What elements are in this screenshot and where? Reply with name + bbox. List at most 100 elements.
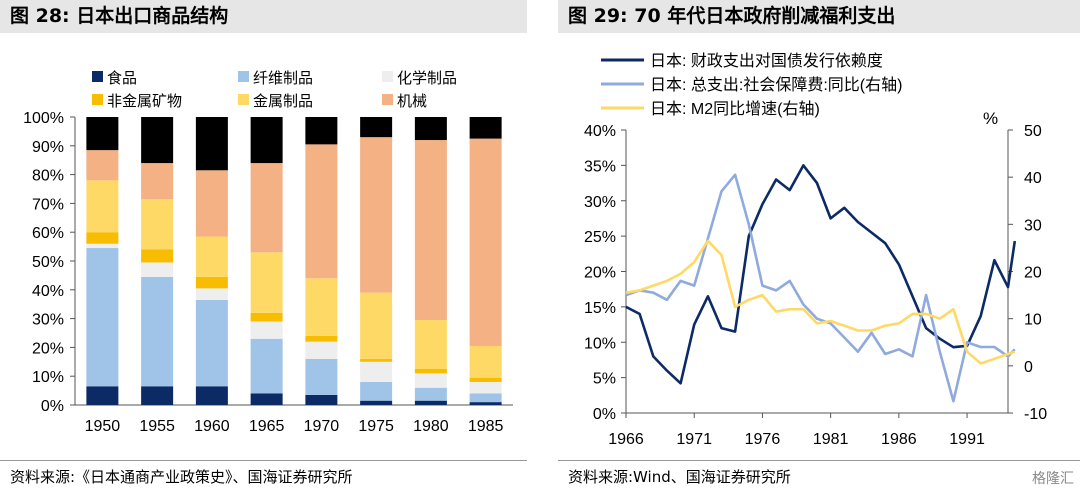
bar-segment	[360, 292, 393, 359]
x-tick-label: 1985	[468, 418, 504, 435]
y-tick-label: 30%	[32, 312, 64, 329]
legend-label: 食品	[107, 70, 137, 87]
bar-segment	[141, 117, 174, 164]
right-source-note: 资料来源:Wind、国海证券研究所	[558, 460, 1080, 493]
left-y-tick-label: 40%	[584, 123, 616, 140]
series-line	[625, 164, 1017, 385]
line-chart: 0% 5% 10% 15% 20% 25% 30% 35% 40% -10 0 10 20 30 40 50%…	[584, 52, 1047, 448]
y-tick-label: 10%	[32, 369, 64, 386]
x-tick-label: 1960	[194, 418, 230, 435]
x-tick-label: 1971	[676, 431, 712, 448]
bar-segment	[305, 278, 338, 336]
bar-segment	[250, 338, 283, 394]
bar-segment	[86, 243, 119, 249]
bar-segment	[86, 386, 119, 405]
right-y-tick-label: 0	[1024, 359, 1033, 376]
bar-segment	[414, 373, 447, 388]
bar-segment	[305, 144, 338, 279]
legend-swatch	[92, 71, 103, 82]
legend-label: 日本: 总支出:社会保障费:同比(右轴)	[650, 76, 902, 94]
right-y-tick-label: 10	[1024, 312, 1042, 329]
bar-segment	[305, 341, 338, 359]
bar-segment	[195, 288, 228, 300]
left-y-tick-label: 20%	[584, 265, 616, 282]
x-tick-label: 1981	[813, 431, 849, 448]
left-y-tick-label: 35%	[584, 158, 616, 175]
bar-segment	[86, 150, 119, 181]
y-tick-label: 0%	[41, 398, 64, 415]
x-tick-label: 1970	[304, 418, 340, 435]
right-y-unit: %	[983, 109, 998, 128]
bar-segment	[195, 170, 228, 237]
bar-segment	[250, 393, 283, 405]
x-tick-label: 1965	[249, 418, 285, 435]
bar-segment	[469, 381, 502, 394]
right-y-tick-label: 20	[1024, 265, 1042, 282]
bar-segment	[86, 180, 119, 233]
bar-segment	[141, 199, 174, 250]
bar-segment	[86, 232, 119, 244]
legend-label: 机械	[397, 93, 427, 110]
bar-segment	[414, 387, 447, 401]
bar-segment	[360, 381, 393, 401]
bar-segment	[469, 393, 502, 403]
bar-segment	[414, 140, 447, 321]
bar-segment	[469, 402, 502, 405]
bar-segment	[305, 358, 338, 395]
bar-segment	[469, 117, 502, 139]
bar-segment	[250, 163, 283, 253]
legend-swatch	[382, 94, 393, 105]
bar-segment	[195, 299, 228, 387]
legend-label: 日本: 财政支出对国债发行依赖度	[650, 52, 883, 70]
y-tick-label: 20%	[32, 340, 64, 357]
bar-segment	[469, 345, 502, 378]
legend-label: 日本: M2同比增速(右轴)	[650, 100, 820, 118]
bar-segment	[195, 386, 228, 405]
bar-segment	[250, 321, 283, 339]
legend-label: 纤维制品	[253, 70, 313, 87]
x-tick-label: 1955	[139, 418, 175, 435]
bar-segment	[414, 369, 447, 374]
bar-segment	[360, 117, 393, 138]
y-tick-label: 100%	[23, 110, 64, 127]
x-tick-label: 1976	[745, 431, 781, 448]
bar-segment	[195, 276, 228, 289]
x-tick-label: 1975	[358, 418, 394, 435]
legend-swatch	[92, 94, 103, 105]
bar-segment	[141, 163, 174, 200]
left-y-tick-label: 10%	[584, 335, 616, 352]
bar-segment	[86, 248, 119, 387]
left-y-tick-label: 25%	[584, 229, 616, 246]
bar-segment	[141, 276, 174, 387]
legend-label: 金属制品	[253, 93, 313, 110]
right-chart-title: 图 29: 70 年代日本政府削减福利支出	[558, 0, 1080, 33]
bar-segment	[305, 394, 338, 405]
bar-segment	[360, 400, 393, 405]
x-tick-label: 1980	[413, 418, 449, 435]
bar-segment	[360, 137, 393, 293]
bar-segment	[141, 249, 174, 263]
bar-segment	[86, 117, 119, 151]
bar-segment	[250, 252, 283, 313]
bar-segment	[195, 117, 228, 171]
y-tick-label: 90%	[32, 139, 64, 156]
right-y-tick-label: 40	[1024, 170, 1042, 187]
bar-segment	[469, 138, 502, 346]
legend-swatch	[238, 71, 249, 82]
bar-segment	[305, 335, 338, 342]
legend-label: 化学制品	[397, 70, 457, 87]
y-tick-label: 50%	[32, 254, 64, 271]
legend-swatch	[382, 71, 393, 82]
series-line	[625, 239, 1016, 365]
y-tick-label: 40%	[32, 283, 64, 300]
bar-segment	[414, 400, 447, 405]
x-tick-label: 1966	[608, 431, 644, 448]
left-y-tick-label: 0%	[593, 406, 616, 423]
bar-segment	[141, 386, 174, 405]
y-tick-label: 60%	[32, 225, 64, 242]
stacked-bar-chart: 0% 10% 20% 30% 40% 50% 60% 70% 80% 90% 100% 1950 195…	[23, 70, 513, 435]
bar-segment	[141, 262, 174, 277]
left-source-note: 资料来源:《日本通商产业政策史》、国海证券研究所	[0, 460, 527, 493]
x-tick-label: 1991	[949, 431, 985, 448]
right-y-tick-label: 50	[1024, 123, 1042, 140]
